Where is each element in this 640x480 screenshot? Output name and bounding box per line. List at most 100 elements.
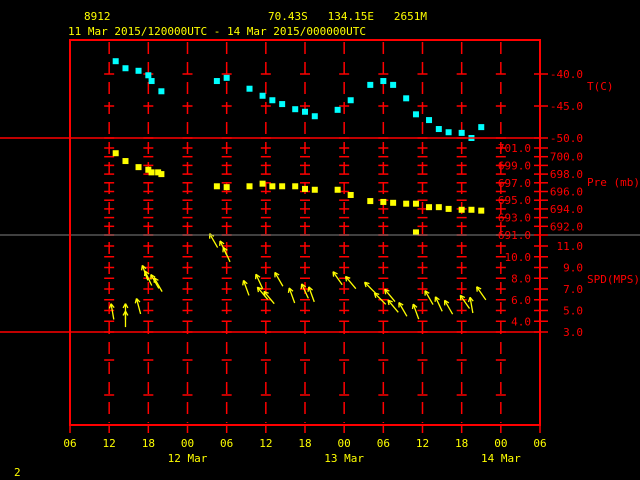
wind-arrow <box>287 287 296 304</box>
wind-arrow <box>274 271 284 287</box>
pressure-point <box>302 185 308 192</box>
wind-arrow <box>300 283 309 299</box>
pressure-point <box>246 183 253 190</box>
wind-arrow <box>459 294 471 309</box>
x-tick-label: 06 <box>63 437 76 450</box>
temperature-point <box>158 88 165 95</box>
x-tick-label: 18 <box>455 437 468 450</box>
temperature-point <box>390 81 397 88</box>
x-tick-label: 12 <box>103 437 116 450</box>
y-tick-label: 701.0 <box>498 142 531 155</box>
y-tick-label: 10.0 <box>505 251 532 264</box>
temperature-point <box>445 129 452 136</box>
temperature-point <box>478 124 485 131</box>
x-date-label: 14 Mar <box>481 452 521 465</box>
temperature-point <box>292 106 299 113</box>
y-tick-label: 698.0 <box>550 168 583 181</box>
time-period: 11 Mar 2015/120000UTC - 14 Mar 2015/0000… <box>68 25 366 38</box>
pressure-point <box>213 183 220 190</box>
wind-arrow <box>143 270 153 286</box>
temperature-point <box>426 117 433 124</box>
temperature-point <box>311 113 318 120</box>
temperature-point <box>334 106 341 113</box>
y-tick-label: 692.0 <box>550 220 583 233</box>
pressure-point <box>292 183 299 190</box>
y-tick-label: -50.0 <box>550 132 583 145</box>
y-tick-label: 5.0 <box>563 305 583 318</box>
panel-label: Pre (mb) <box>587 176 640 189</box>
temperature-point <box>122 65 129 72</box>
pressure-point <box>412 200 419 207</box>
x-tick-label: 06 <box>533 437 546 450</box>
pressure-point <box>435 204 442 211</box>
y-tick-label: 8.0 <box>511 272 531 285</box>
temperature-point <box>347 97 354 104</box>
wind-arrow <box>134 298 142 315</box>
wind-arrow <box>411 303 420 320</box>
y-tick-label: 691.0 <box>498 229 531 242</box>
pressure-point <box>122 158 129 165</box>
station-location: 70.43S 134.15E 2651M <box>268 10 427 23</box>
x-tick-label: 00 <box>181 437 194 450</box>
temperature-point <box>145 72 152 79</box>
wind-arrow <box>153 277 163 292</box>
wind-arrow <box>384 288 396 302</box>
pressure-point <box>367 198 374 205</box>
wind-arrow <box>467 296 474 314</box>
y-tick-label: 699.0 <box>498 159 531 172</box>
y-tick-label: -40.0 <box>550 68 583 81</box>
wind-arrow <box>332 271 343 286</box>
pressure-point <box>347 191 354 198</box>
wind-arrow <box>387 299 399 313</box>
axes: 06 12 18 00 06 12 18 00 06 12 18 00 06 12 Mar 13 Mar 14… <box>0 68 640 465</box>
wind-arrow <box>242 279 250 296</box>
pressure-point <box>426 204 433 211</box>
temperature-point <box>135 67 142 74</box>
panel-label: T(C) <box>587 80 614 93</box>
pressure-point <box>458 206 465 213</box>
y-tick-label: 694.0 <box>550 203 583 216</box>
y-tick-label: 9.0 <box>563 262 583 275</box>
temperature-point <box>302 108 308 115</box>
pressure-point <box>279 183 286 190</box>
pressure-point <box>468 206 475 213</box>
x-tick-label: 18 <box>298 437 311 450</box>
y-tick-label: 697.0 <box>498 177 531 190</box>
pressure-point <box>269 183 276 190</box>
y-tick-label: 695.0 <box>498 194 531 207</box>
wind-arrow <box>307 286 315 303</box>
pressure-point <box>145 166 152 173</box>
pressure-point <box>380 198 387 205</box>
y-tick-label: 7.0 <box>563 283 583 296</box>
pressure-point <box>390 199 397 206</box>
wind-arrow <box>443 299 454 315</box>
x-tick-label: 00 <box>494 437 507 450</box>
temperature-point <box>269 97 276 104</box>
x-tick-label: 06 <box>220 437 233 450</box>
x-tick-label: 06 <box>377 437 390 450</box>
y-tick-label: 693.0 <box>498 212 531 225</box>
y-tick-label: -45.0 <box>550 100 583 113</box>
pressure-point <box>158 171 165 178</box>
wind-arrow <box>373 292 387 305</box>
pressure-point <box>445 205 452 212</box>
pressure-point <box>311 186 318 193</box>
wind-arrow <box>122 310 129 328</box>
temperature-point <box>279 101 286 108</box>
x-date-label: 13 Mar <box>324 452 364 465</box>
wind-arrow <box>254 273 264 290</box>
y-tick-label: 3.0 <box>563 326 583 339</box>
temperature-point <box>112 58 119 65</box>
temperature-point <box>435 126 442 133</box>
data-marks <box>108 58 487 328</box>
x-tick-label: 12 <box>259 437 272 450</box>
pressure-point <box>223 184 230 191</box>
wind-arrow <box>208 233 219 248</box>
pressure-point <box>334 186 341 193</box>
pressure-point <box>148 169 155 176</box>
x-tick-label: 12 <box>416 437 429 450</box>
panel-label: SPD(MPS) <box>587 273 640 286</box>
x-tick-label: 00 <box>338 437 351 450</box>
wind-arrow <box>222 246 231 263</box>
